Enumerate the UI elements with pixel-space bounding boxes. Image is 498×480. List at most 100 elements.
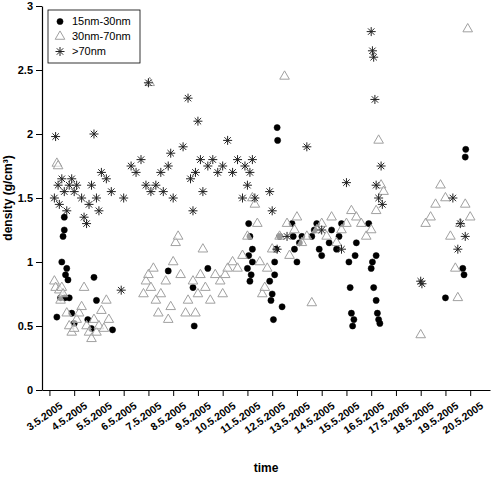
point [240,162,249,171]
point [186,174,195,183]
point [371,285,377,291]
point [119,194,128,203]
point [370,95,379,104]
point [307,297,317,305]
point [378,200,387,209]
point [70,187,79,196]
point [272,272,278,278]
y-tick-mark [36,134,42,135]
x-tick-mark [173,390,174,396]
point [198,187,207,196]
point [190,285,196,291]
point [107,187,116,196]
x-tick-mark [445,390,446,396]
point [248,155,257,164]
legend-marker [57,18,63,24]
y-tick-mark [36,326,42,327]
legend-label: 30nm-70nm [72,30,131,42]
point [465,212,475,220]
point [62,308,72,316]
point [245,168,254,177]
point [210,269,220,277]
x-tick-label: 20.5.2005 [440,399,485,436]
point [317,226,326,235]
point [329,227,335,233]
point [460,199,470,207]
x-axis-line [43,390,491,391]
point [373,253,379,259]
point [279,304,285,310]
point [159,187,168,196]
point [342,178,351,187]
legend-label: 15nm-30nm [72,15,131,27]
point [137,155,146,164]
point [87,181,96,190]
point [77,301,87,309]
point [337,245,346,254]
point [379,186,389,194]
point [461,272,467,278]
point [196,269,206,277]
point [290,224,300,232]
legend-marker [55,31,65,39]
point [60,233,66,239]
point [102,295,112,303]
x-tick-mark [198,390,199,396]
point [368,265,374,271]
point [156,168,165,177]
x-tick-mark [223,390,224,396]
point [462,154,468,160]
point [198,244,208,252]
point [317,218,327,226]
point [57,282,67,290]
series-1 [50,23,475,341]
point [238,250,248,258]
point [94,206,103,215]
point [206,295,216,303]
point [302,142,311,151]
point [285,250,295,258]
point [223,136,232,145]
point [356,218,366,226]
point [347,205,357,213]
y-axis-line [42,7,43,391]
point [166,149,175,158]
point [233,155,242,164]
point [61,227,67,233]
point [283,232,292,241]
point [374,310,380,316]
point [228,168,237,177]
point [249,246,255,252]
point [146,187,155,196]
point [416,329,426,337]
point [352,253,358,259]
point [208,155,217,164]
point [275,137,281,143]
point [97,305,107,313]
point [77,194,86,203]
point [238,194,247,203]
point [260,282,270,290]
point [262,263,272,271]
point [82,219,91,228]
point [371,205,381,213]
y-tick-label: 0 [27,384,33,396]
point [154,308,164,316]
point [51,132,60,141]
point [350,323,356,329]
x-tick-mark [272,390,273,396]
point [65,277,71,283]
point [368,46,377,55]
y-tick: 3 [27,0,42,12]
point [218,162,227,171]
point [166,301,176,309]
y-tick: 2 [27,128,42,140]
point [292,212,302,220]
y-tick: 1 [27,256,42,268]
point [149,263,159,271]
point [164,162,173,171]
x-axis-title: time [254,461,279,475]
point [173,231,183,239]
point [451,263,461,271]
point [57,174,66,183]
